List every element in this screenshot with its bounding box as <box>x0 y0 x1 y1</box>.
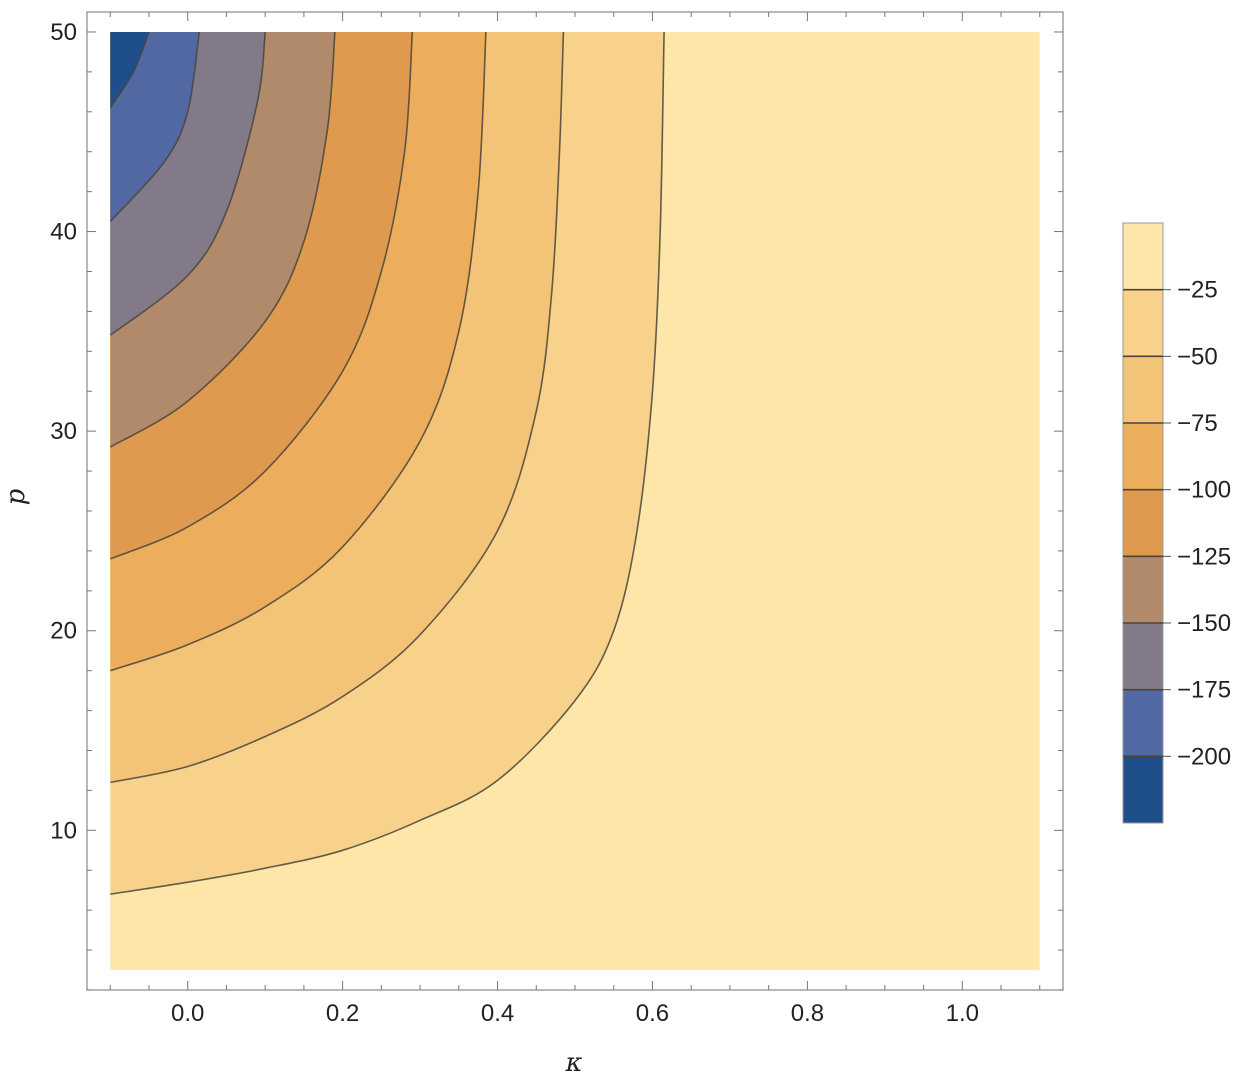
colorbar-label: −25 <box>1177 277 1218 304</box>
x-axis-label: κ <box>564 1048 582 1078</box>
contour-line <box>110 31 201 223</box>
contour-bands <box>110 31 1040 971</box>
x-tick-label: 0.8 <box>791 1000 824 1027</box>
y-tick-label: 10 <box>50 817 77 844</box>
axis-ticks: 0.0 0.2 0.4 0.6 0.8 1.0 10 20 30 40 50 <box>50 12 1063 1027</box>
colorbar-band <box>1123 689 1163 757</box>
colorbar-legend: −25 −50 −75 −100 −125 −150 −175 −200 <box>1122 222 1231 824</box>
y-tick-label: 30 <box>50 418 77 445</box>
contour-line <box>110 31 150 109</box>
colorbar-band <box>1123 423 1163 491</box>
colorbar-band <box>1123 223 1163 291</box>
y-tick-label: 40 <box>50 219 77 246</box>
colorbar-label: −125 <box>1177 543 1231 570</box>
colorbar-band <box>1123 289 1163 357</box>
x-tick-label: 0.2 <box>326 1000 359 1027</box>
colorbar-band <box>1123 756 1163 824</box>
colorbar-label: −100 <box>1177 477 1231 504</box>
colorbar-label: −200 <box>1177 743 1231 770</box>
x-tick-label: 1.0 <box>946 1000 979 1027</box>
contour-band <box>110 31 149 108</box>
colorbar-label: −75 <box>1177 410 1218 437</box>
colorbar-band <box>1123 489 1163 557</box>
colorbar-band <box>1123 623 1163 691</box>
y-tick-label: 50 <box>50 19 77 46</box>
y-axis-label: p <box>1 488 31 505</box>
contour-line <box>110 31 266 336</box>
x-tick-label: 0.4 <box>481 1000 514 1027</box>
colorbar-border <box>1122 222 1164 824</box>
colorbar-label: −175 <box>1177 677 1231 704</box>
contour-line <box>110 31 487 672</box>
contour-line <box>110 31 565 784</box>
contour-line <box>110 31 336 448</box>
contour-line <box>110 31 665 895</box>
colorbar-label: −150 <box>1177 610 1231 637</box>
y-tick-label: 20 <box>50 618 77 645</box>
colorbar-band <box>1123 356 1163 424</box>
contour-line <box>110 31 414 560</box>
x-tick-label: 0.0 <box>171 1000 204 1027</box>
x-tick-label: 0.6 <box>636 1000 669 1027</box>
colorbar-label: −50 <box>1177 343 1218 370</box>
contour-lines <box>110 31 665 895</box>
colorbar-band <box>1123 556 1163 624</box>
contour-band <box>110 31 200 222</box>
